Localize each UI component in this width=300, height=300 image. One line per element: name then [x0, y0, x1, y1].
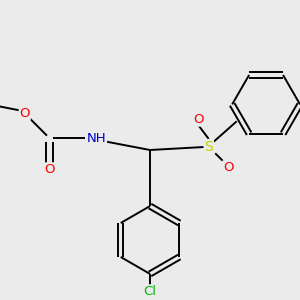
Text: O: O: [194, 113, 204, 126]
Text: Cl: Cl: [143, 285, 157, 298]
Text: O: O: [44, 163, 55, 176]
Text: S: S: [204, 140, 213, 154]
Text: O: O: [223, 161, 233, 174]
Text: O: O: [20, 107, 30, 120]
Text: NH: NH: [87, 132, 106, 145]
